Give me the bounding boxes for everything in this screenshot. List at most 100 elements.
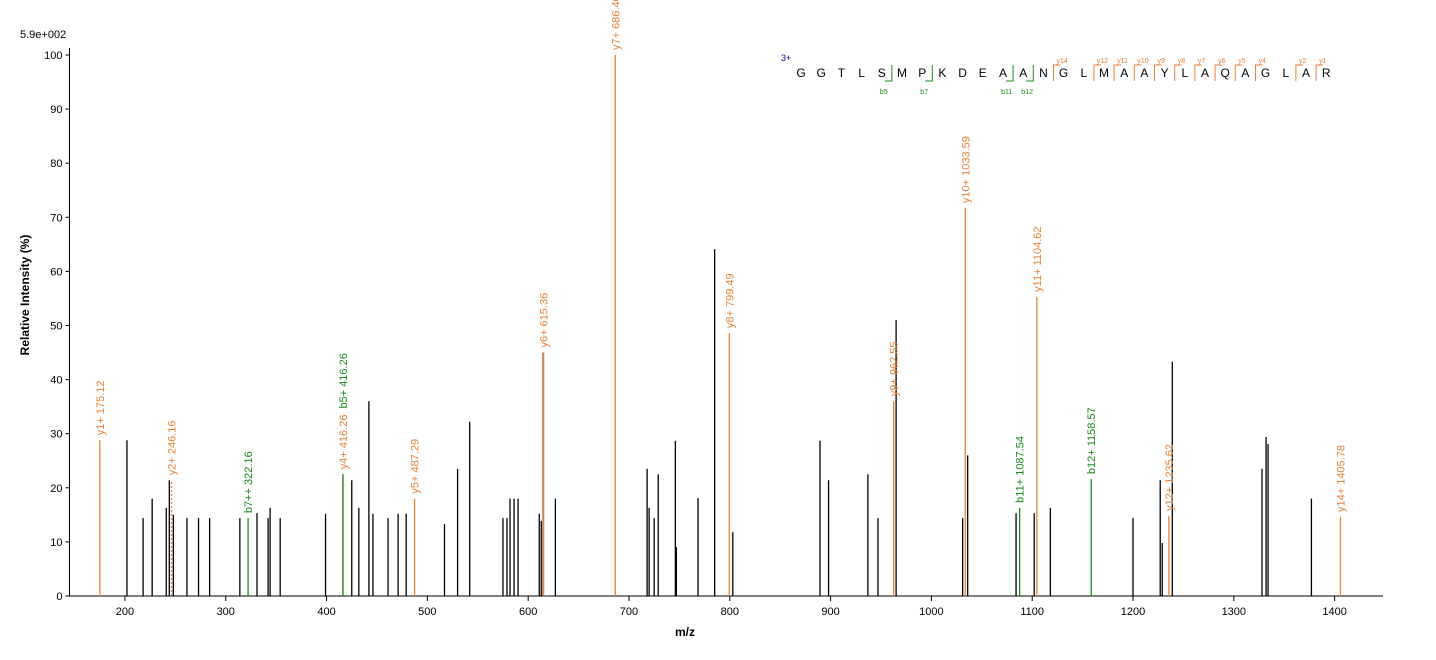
peak-label: y11+ 1104.62 <box>1032 226 1044 291</box>
peak-label: b7++ 322.16 <box>243 451 255 513</box>
x-tick-label: 900 <box>821 606 839 618</box>
residue: L <box>1181 66 1188 80</box>
peak-label: y5+ 487.29 <box>410 439 422 494</box>
residue: A <box>1241 66 1249 80</box>
residue: L <box>1080 66 1087 80</box>
peak-label: y7+ 686.40 <box>610 0 622 50</box>
y-tick-label: 0 <box>56 591 62 603</box>
y-ion-label: y12 <box>1097 58 1108 65</box>
x-tick-label: 600 <box>519 606 537 618</box>
b-ion-label: b12 <box>1021 89 1033 96</box>
y-ion-marker <box>1093 64 1101 81</box>
y-tick-label: 100 <box>44 50 62 62</box>
y-ion-label: y4 <box>1259 58 1267 65</box>
b-ion-label: b11 <box>1001 89 1012 96</box>
y-ion-marker <box>1133 64 1142 81</box>
y-tick-label: 20 <box>50 483 62 495</box>
y-ion-marker <box>1234 64 1243 81</box>
y-tick-label: 30 <box>50 429 62 441</box>
y-tick-label: 10 <box>50 537 62 549</box>
residue: A <box>1302 66 1310 80</box>
x-tick-label: 1000 <box>919 606 943 618</box>
x-tick-label: 1100 <box>1020 606 1044 618</box>
peak-label: b12+ 1158.57 <box>1086 407 1098 474</box>
residue: A <box>999 66 1007 80</box>
residue: G <box>1261 66 1270 80</box>
y-ion-label: y5 <box>1238 58 1246 65</box>
peak-label: y9+ 962.55 <box>889 341 901 396</box>
residue: Y <box>1161 66 1169 80</box>
x-tick-label: 400 <box>317 606 335 618</box>
b-ion-marker <box>884 65 893 82</box>
x-tick-label: 800 <box>721 606 739 618</box>
y-ion-label: y1 <box>1319 58 1327 65</box>
x-tick-label: 1300 <box>1222 606 1246 618</box>
x-tick-label: 1400 <box>1322 606 1346 618</box>
residue: S <box>878 66 886 80</box>
y-ion-label: y11 <box>1117 58 1128 65</box>
residue: G <box>817 66 826 80</box>
y-ion-marker <box>1255 64 1263 81</box>
peak-label: b5+ 416.26 <box>338 353 350 408</box>
x-tick-label: 200 <box>116 606 134 618</box>
y-tick-label: 90 <box>50 104 62 116</box>
y-ion-marker <box>1174 64 1182 81</box>
x-tick-label: 300 <box>217 606 235 618</box>
scale-label: 5.9e+002 <box>20 29 66 41</box>
y-ion-marker <box>1214 64 1223 81</box>
x-tick-label: 1200 <box>1121 606 1145 618</box>
y-ion-marker <box>1154 64 1162 81</box>
residue: A <box>1201 66 1209 80</box>
y-ion-label: y14 <box>1057 58 1068 65</box>
residue: Q <box>1221 66 1230 80</box>
y-tick-label: 40 <box>50 375 62 387</box>
residue: D <box>958 66 967 80</box>
residue: G <box>796 66 805 80</box>
residue: N <box>1039 66 1048 80</box>
residue: K <box>938 66 946 80</box>
peak-label: y10+ 1033.59 <box>960 136 972 203</box>
residue: T <box>838 66 846 80</box>
x-axis-label: m/z <box>675 625 695 639</box>
y-ion-label: y2 <box>1299 58 1307 65</box>
y-tick-label: 50 <box>50 321 62 333</box>
b-ion-label: b5 <box>880 89 888 96</box>
y-ion-label: y7 <box>1198 58 1206 65</box>
peak-label: y4+ 416.26 <box>338 415 350 470</box>
residue: L <box>858 66 865 80</box>
y-tick-label: 80 <box>50 158 62 170</box>
peak-label: y1+ 175.12 <box>95 380 107 435</box>
residue: L <box>1282 66 1289 80</box>
peak-label: y2+ 246.16 <box>166 420 178 475</box>
charge-label: 3+ <box>781 53 791 63</box>
b-ion-marker <box>925 65 933 82</box>
y-ion-marker <box>1053 64 1061 81</box>
residue: E <box>979 66 987 80</box>
peak-label: y6+ 615.36 <box>539 293 551 348</box>
b-ion-label: b7 <box>920 89 928 96</box>
peak-label: y12+ 1235.62 <box>1164 444 1176 511</box>
y-ion-label: y10 <box>1137 58 1148 65</box>
y-axis-label: Relative Intensity (%) <box>18 235 32 356</box>
residue: M <box>897 66 907 80</box>
residue: G <box>1059 66 1068 80</box>
y-ion-label: y8 <box>1178 58 1186 65</box>
y-ion-marker <box>1315 64 1324 81</box>
peak-label: b11+ 1087.54 <box>1015 436 1027 503</box>
x-tick-label: 500 <box>418 606 436 618</box>
y-ion-label: y6 <box>1218 58 1226 65</box>
x-tick-label: 700 <box>620 606 638 618</box>
y-ion-marker <box>1113 64 1122 81</box>
y-tick-label: 60 <box>50 266 62 278</box>
residue: A <box>1120 66 1128 80</box>
residue: P <box>918 66 926 80</box>
y-ion-label: y9 <box>1158 58 1166 65</box>
residue: M <box>1099 66 1109 80</box>
y-ion-marker <box>1194 64 1202 81</box>
y-ion-marker <box>1295 64 1303 81</box>
peak-label: y8+ 799.49 <box>724 273 736 328</box>
residue: A <box>1019 66 1027 80</box>
residue: A <box>1140 66 1148 80</box>
b-ion-marker <box>1006 65 1014 82</box>
